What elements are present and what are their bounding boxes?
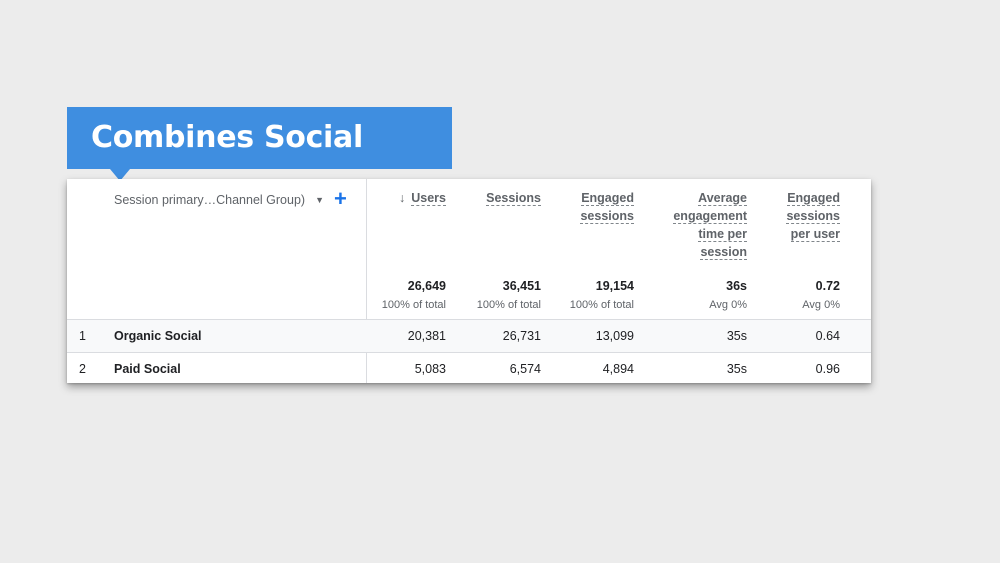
callout-pointer — [110, 169, 130, 181]
plus-icon[interactable]: + — [334, 186, 347, 211]
cell-avg-engagement-time: 35s — [726, 329, 747, 343]
row-index: 1 — [79, 329, 86, 343]
row-index: 2 — [79, 362, 86, 376]
column-header-sessions[interactable]: Sessions — [486, 191, 541, 206]
total-avg-engagement-time: 36s — [726, 279, 747, 293]
row-dimension[interactable]: Organic Social — [114, 329, 202, 343]
column-header-avg-engagement-time[interactable]: Average engagement time per session — [673, 191, 747, 260]
column-divider — [366, 179, 367, 383]
arrow-down-icon: ↓ — [399, 191, 406, 205]
cell-engaged-sessions: 4,894 — [602, 362, 634, 376]
total-sessions-sub: 100% of total — [476, 299, 541, 311]
dimension-header-label: Session primary…Channel Group) — [114, 193, 306, 207]
total-sessions: 36,451 — [502, 279, 541, 293]
cell-sessions: 6,574 — [509, 362, 541, 376]
total-engaged-sessions: 19,154 — [595, 279, 634, 293]
dimension-selector[interactable]: Session primary…Channel Group) ▼ — [114, 193, 324, 207]
caret-down-icon[interactable]: ▼ — [315, 195, 324, 205]
cell-avg-engagement-time: 35s — [726, 362, 747, 376]
total-engaged-sessions-per-user: 0.72 — [815, 279, 840, 293]
total-users-sub: 100% of total — [381, 299, 446, 311]
column-header-engaged-sessions[interactable]: Engaged sessions — [580, 191, 634, 224]
cell-engaged-sessions: 13,099 — [595, 329, 634, 343]
total-avg-engagement-time-sub: Avg 0% — [709, 299, 747, 311]
total-engaged-sessions-sub: 100% of total — [569, 299, 634, 311]
report-table: Session primary…Channel Group) ▼ + ↓ User… — [67, 179, 871, 383]
table-row[interactable]: 2 Paid Social 5,083 6,574 4,894 35s 0.96 — [67, 352, 871, 385]
callout-banner: Combines Social Traffic — [67, 107, 452, 217]
total-engaged-sessions-per-user-sub: Avg 0% — [802, 299, 840, 311]
cell-engaged-sessions-per-user: 0.64 — [815, 329, 840, 343]
total-users: 26,649 — [407, 279, 446, 293]
cell-engaged-sessions-per-user: 0.96 — [815, 362, 840, 376]
column-header-engaged-sessions-per-user[interactable]: Engaged sessions per user — [786, 191, 840, 242]
cell-sessions: 26,731 — [502, 329, 541, 343]
cell-users: 20,381 — [407, 329, 446, 343]
row-dimension[interactable]: Paid Social — [114, 362, 181, 376]
cell-users: 5,083 — [414, 362, 446, 376]
column-header-users[interactable]: ↓ Users — [399, 191, 446, 206]
table-row[interactable]: 1 Organic Social 20,381 26,731 13,099 35… — [67, 319, 871, 352]
